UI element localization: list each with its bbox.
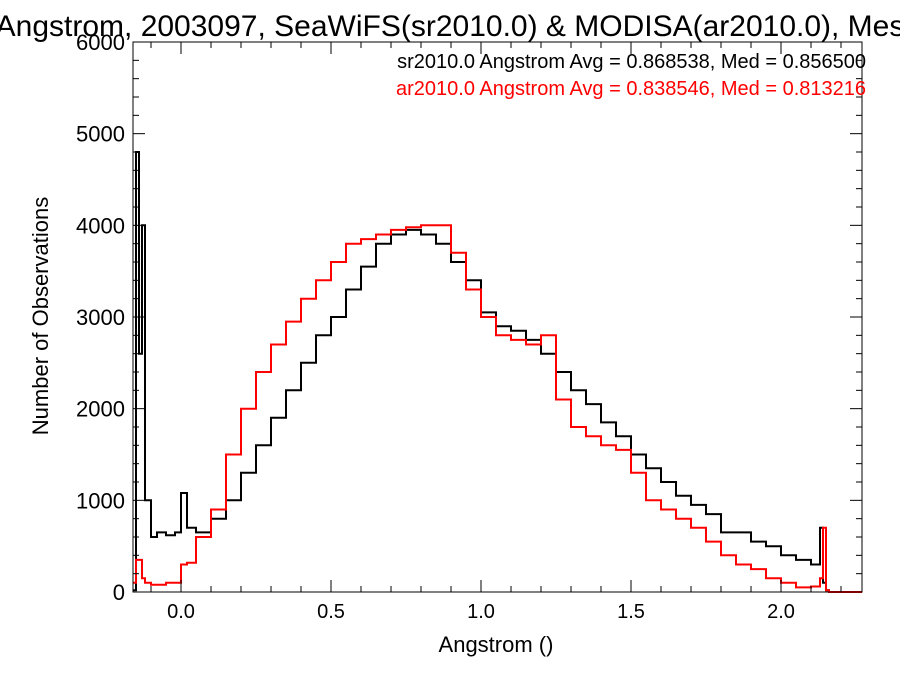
x-axis-label: Angstrom () <box>439 632 554 657</box>
y-tick-label: 0 <box>113 580 125 605</box>
x-tick-label: 1.0 <box>467 601 495 623</box>
y-tick-label: 6000 <box>76 30 125 55</box>
x-tick-label: 2.0 <box>767 601 795 623</box>
x-tick-label: 0.0 <box>167 601 195 623</box>
series-annotation-ar2010: ar2010.0 Angstrom Avg = 0.838546, Med = … <box>396 78 866 100</box>
y-tick-label: 3000 <box>76 305 125 330</box>
y-tick-label: 1000 <box>76 488 125 513</box>
series-line-ar2010-0 <box>133 224 862 593</box>
x-tick-label: 0.5 <box>317 601 345 623</box>
axis-ticks-group: 0 1000 2000 3000 4000 5000 6000 0.0 0.5 1.0 1.5 2.0 <box>76 30 862 623</box>
y-tick-label: 5000 <box>76 122 125 147</box>
y-axis-label: Number of Observations <box>28 197 53 435</box>
y-tick-label: 4000 <box>76 213 125 238</box>
series-annotation-sr2010: sr2010.0 Angstrom Avg = 0.868538, Med = … <box>397 51 866 73</box>
chart-title: Angstrom, 2003097, SeaWiFS(sr2010.0) & M… <box>0 10 900 43</box>
x-tick-label: 1.5 <box>617 601 645 623</box>
plot-series-group <box>133 151 862 593</box>
y-tick-label: 2000 <box>76 397 125 422</box>
